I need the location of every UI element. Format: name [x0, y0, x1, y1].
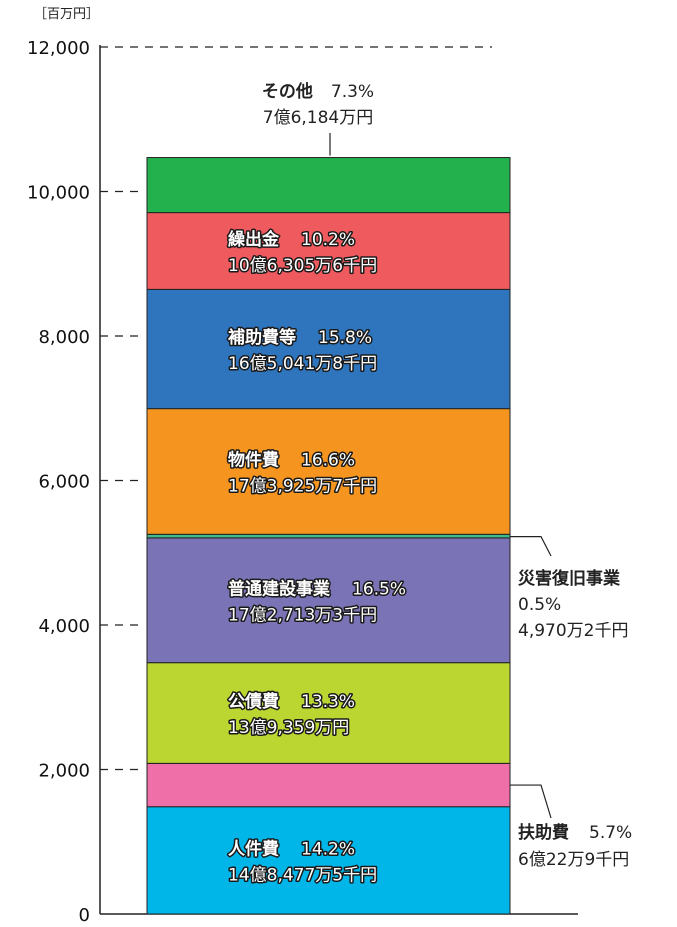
segment-name: 扶助費	[518, 822, 569, 843]
outside-label-line1: 災害復旧事業	[518, 568, 620, 589]
y-tick-label: 4,000	[38, 616, 90, 637]
stacked-bar	[146, 157, 511, 915]
y-axis-unit-label: ［百万円］	[34, 7, 100, 22]
segment-amount: 6億22万9千円	[518, 850, 629, 870]
outside-label-line1: 扶助費 5.7%	[518, 822, 632, 843]
segment-name: 補助費等	[227, 327, 296, 348]
bar-segment	[146, 762, 511, 808]
outside-label-line3: 4,970万2千円	[518, 621, 628, 641]
bar-segment	[146, 212, 511, 290]
outside-label-line2: 0.5%	[518, 595, 561, 615]
segment-amount: 17億3,925万7千円	[228, 476, 377, 496]
segment-label-line1: 普通建設事業 16.5%	[228, 578, 406, 599]
segment-amount: 13億9,359万円	[228, 718, 349, 738]
y-tick-label: 12,000	[27, 38, 90, 59]
bar-segment	[146, 408, 511, 535]
leader-line	[510, 784, 552, 819]
segment-label-line2: 17億3,925万7千円	[228, 476, 377, 496]
segment-label-line1: 公債費 13.3%	[228, 691, 355, 712]
segment-label-line2: 16億5,041万8千円	[228, 354, 377, 374]
segment-percent: 10.2%	[301, 230, 355, 250]
segment-percent: 13.3%	[301, 692, 355, 712]
segment-amount: 14億8,477万5千円	[228, 865, 377, 885]
segment-name: 人件費	[228, 838, 279, 859]
segment-label-line2: 10億6,305万6千円	[228, 256, 377, 276]
y-tick-label: 10,000	[27, 183, 90, 204]
segment-name: 繰出金	[228, 229, 280, 250]
segment-amount: 7億6,184万円	[263, 108, 373, 128]
outside-label-line1: その他 7.3%	[262, 81, 374, 102]
segment-label-line2: 13億9,359万円	[228, 718, 349, 738]
segment-percent: 14.2%	[301, 839, 355, 859]
segment-name: 物件費	[228, 449, 279, 470]
segment-name: 災害復旧事業	[518, 568, 620, 589]
bar-segment	[146, 288, 511, 410]
outside-label-line2: 7億6,184万円	[263, 108, 373, 128]
segment-labels: 人件費 14.2% 14億8,477万5千円 扶助費 5.7% 6億22万9千円 公債費 13…	[226, 81, 633, 887]
bar-segment	[146, 533, 511, 539]
segment-label-line2: 14億8,477万5千円	[228, 865, 377, 885]
segment-name: 普通建設事業	[228, 578, 330, 599]
y-tick-label: 0	[79, 905, 90, 926]
outside-label-line2: 6億22万9千円	[518, 850, 629, 870]
bar-segment	[146, 662, 511, 764]
y-tick-label: 8,000	[38, 327, 90, 348]
segment-amount: 17億2,713万3千円	[228, 605, 377, 625]
segment-name: 公債費	[228, 691, 279, 712]
y-tick-label: 2,000	[38, 761, 90, 782]
bar-segment	[146, 537, 511, 664]
segment-percent: 7.3%	[331, 82, 374, 102]
segment-label-line1: 繰出金 10.2%	[228, 229, 355, 250]
segment-amount: 10億6,305万6千円	[228, 256, 377, 276]
segment-label-line2: 17億2,713万3千円	[228, 605, 377, 625]
segment-label-line1: 物件費 16.6%	[228, 449, 355, 470]
segment-amount: 16億5,041万8千円	[228, 354, 377, 374]
bar-segment	[146, 806, 511, 915]
leader-line	[510, 535, 552, 557]
segment-percent: 0.5%	[518, 595, 561, 615]
segment-percent: 15.8%	[318, 328, 372, 348]
segment-label-line1: 人件費 14.2%	[228, 838, 355, 859]
axes: 0 2,000 4,000 6,000 8,000 10,000 12,000	[27, 38, 578, 926]
segment-label-line1: 補助費等 15.8%	[227, 327, 372, 348]
segment-amount: 4,970万2千円	[518, 621, 628, 641]
y-tick-label: 6,000	[38, 472, 90, 493]
segment-name: その他	[262, 81, 313, 102]
segment-percent: 16.5%	[352, 579, 406, 599]
bar-segment	[146, 157, 511, 214]
segment-percent: 16.6%	[301, 450, 355, 470]
segment-percent: 5.7%	[589, 823, 632, 843]
y-grid-lines	[100, 46, 492, 771]
